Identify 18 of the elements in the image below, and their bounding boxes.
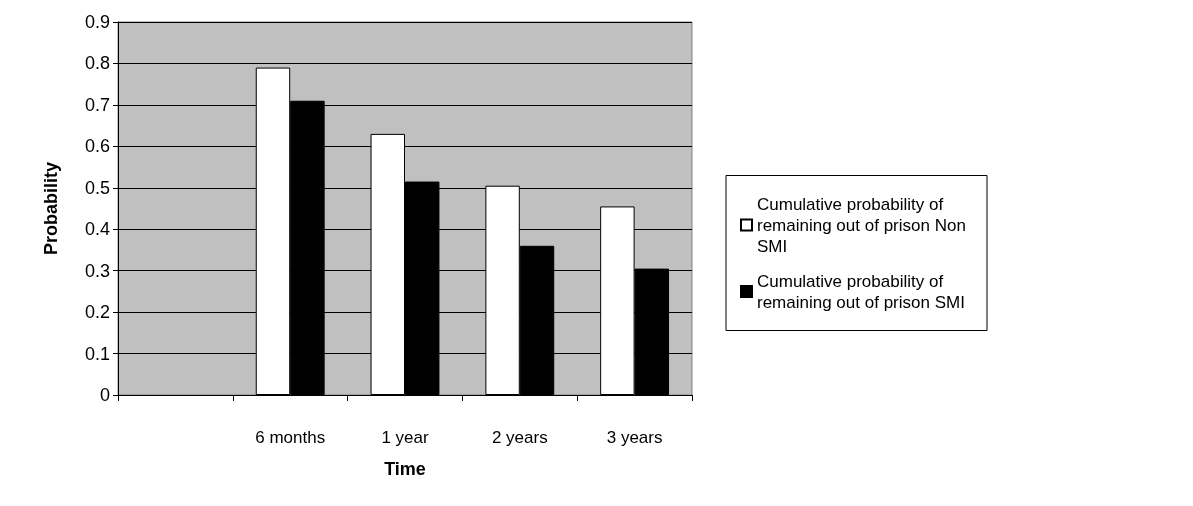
y-axis-title: Probability xyxy=(41,161,61,256)
y-tick-label: 0.1 xyxy=(84,343,110,364)
x-tick-label: 6 months xyxy=(255,428,326,447)
y-tick-label: 0.4 xyxy=(84,219,110,240)
y-tick-label: 0.6 xyxy=(84,136,110,157)
x-axis-title: Time xyxy=(384,459,426,479)
y-tick-label: 0.7 xyxy=(84,94,110,115)
y-tick-label: 0.8 xyxy=(84,53,110,74)
legend-label: Cumulative probability of remaining out of prison Non SMI xyxy=(757,194,971,256)
x-tick-label: 2 years xyxy=(491,428,548,447)
x-tick-label: 1 year xyxy=(381,428,429,447)
legend-label: Cumulative probability of remaining out of prison SMI xyxy=(757,271,965,312)
y-tick-label: 0.9 xyxy=(84,12,110,32)
y-tick-label: 0 xyxy=(99,385,110,405)
y-tick-label: 0.2 xyxy=(84,302,110,323)
y-tick-label: 0.5 xyxy=(84,177,110,198)
x-tick-label: 3 years xyxy=(606,428,663,447)
y-tick-label: 0.3 xyxy=(84,260,110,281)
